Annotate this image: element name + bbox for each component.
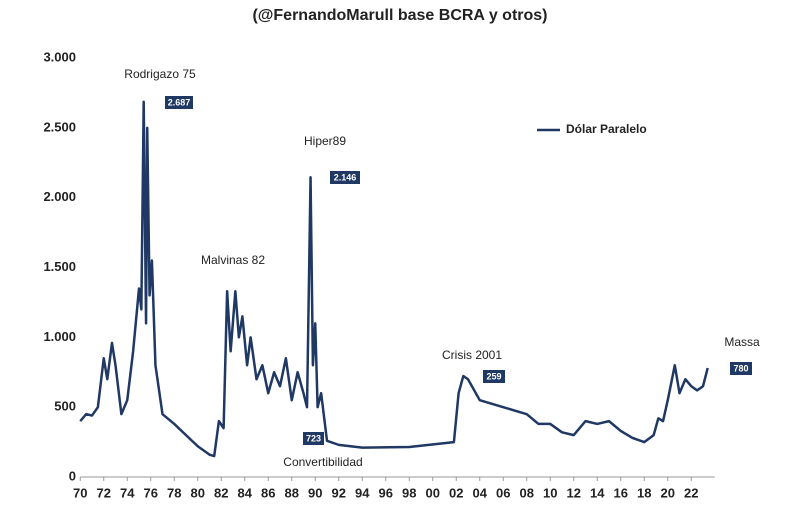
x-tick-label: 92 [332,485,346,500]
x-tick-label: 76 [144,485,158,500]
x-tick-label: 04 [473,485,488,500]
x-tick-label: 20 [661,485,675,500]
x-tick-label: 84 [238,485,253,500]
value-box [165,96,193,109]
legend-label: Dólar Paralelo [566,122,647,136]
y-tick-label: 0 [69,468,76,483]
x-tick-label: 88 [285,485,299,500]
x-tick-label: 70 [73,485,87,500]
annotation: Massa [724,335,760,349]
x-tick-label: 00 [426,485,440,500]
annotation: Convertibilidad [283,455,362,469]
x-tick-label: 14 [590,485,605,500]
x-tick-label: 10 [543,485,557,500]
value-box [330,171,360,184]
annotation: Malvinas 82 [201,253,265,267]
x-tick-label: 72 [97,485,111,500]
x-tick-label: 94 [355,485,370,500]
x-tick-label: 22 [684,485,698,500]
x-tick-label: 06 [496,485,510,500]
y-tick-label: 2.000 [43,189,76,204]
x-tick-label: 18 [637,485,651,500]
y-tick-label: 500 [54,399,76,414]
y-tick-label: 2.500 [43,119,76,134]
annotation: Rodrigazo 75 [124,67,196,81]
annotation: Crisis 2001 [442,348,502,362]
value-box [483,370,505,383]
value-box [730,362,752,375]
value-label: 259 [486,371,501,381]
y-tick-label: 1.000 [43,329,76,344]
y-tick-label: 1.500 [43,259,76,274]
x-tick-label: 02 [449,485,463,500]
series-line [79,100,709,458]
chart-title: (@FernandoMarull base BCRA y otros) [252,7,547,24]
value-label: 723 [306,433,321,443]
y-tick-label: 3.000 [43,49,76,64]
x-tick-label: 98 [402,485,416,500]
x-tick-label: 96 [379,485,393,500]
x-tick-label: 86 [261,485,275,500]
x-tick-label: 16 [614,485,628,500]
x-tick-label: 08 [520,485,534,500]
x-tick-label: 74 [120,485,135,500]
annotation: Hiper89 [304,134,346,148]
value-label: 2.687 [168,97,191,107]
value-box [303,432,324,445]
x-tick-label: 12 [567,485,581,500]
value-label: 2.146 [334,172,357,182]
value-label: 780 [733,363,748,373]
x-tick-label: 78 [167,485,181,500]
x-tick-label: 82 [214,485,228,500]
x-tick-label: 90 [308,485,322,500]
x-tick-label: 80 [191,485,205,500]
